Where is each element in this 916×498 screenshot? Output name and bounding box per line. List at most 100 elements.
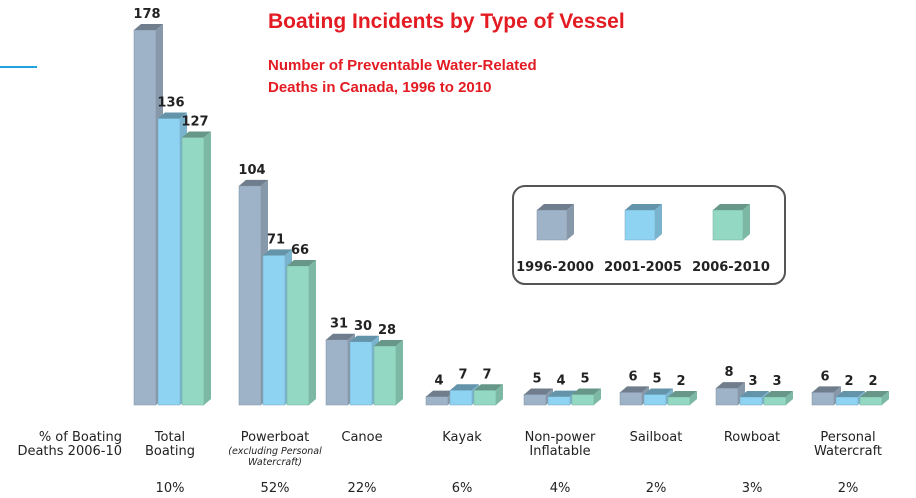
legend-label: 2001-2005 bbox=[604, 260, 682, 275]
bar-top bbox=[326, 333, 355, 340]
bar-top bbox=[474, 384, 503, 391]
bar-side bbox=[743, 204, 750, 240]
bar-top bbox=[182, 131, 211, 138]
bar-side bbox=[496, 384, 503, 405]
bar bbox=[536, 209, 568, 241]
percent-row-label: % of Boating bbox=[39, 430, 122, 445]
bar-top bbox=[263, 249, 292, 256]
bar-top bbox=[713, 204, 750, 210]
bar-top bbox=[860, 391, 889, 397]
bar-top bbox=[426, 390, 455, 397]
data-label: 127 bbox=[181, 114, 208, 129]
bar bbox=[643, 394, 667, 406]
data-label: 5 bbox=[652, 371, 661, 386]
data-label: 2 bbox=[676, 374, 685, 389]
percent-label: 6% bbox=[452, 481, 473, 496]
bar-side bbox=[786, 391, 793, 405]
bar bbox=[373, 345, 397, 406]
x-tick-note: (excluding Personal bbox=[228, 446, 322, 457]
bar bbox=[715, 387, 739, 406]
data-label: 2 bbox=[868, 374, 877, 389]
bar-side bbox=[594, 388, 601, 405]
bar bbox=[262, 255, 286, 406]
bar bbox=[473, 390, 497, 406]
bar bbox=[523, 394, 547, 406]
bar-top bbox=[668, 391, 697, 397]
x-tick-note: Watercraft) bbox=[248, 457, 302, 468]
x-tick-label: Powerboat bbox=[241, 430, 310, 445]
data-label: 71 bbox=[267, 232, 285, 247]
bar-top bbox=[572, 388, 601, 395]
data-label: 136 bbox=[157, 95, 184, 110]
percent-label: 4% bbox=[550, 481, 571, 496]
percent-label: 52% bbox=[261, 481, 290, 496]
chart-title: Boating Incidents by Type of Vessel bbox=[268, 10, 625, 33]
percent-label: 3% bbox=[742, 481, 763, 496]
bar bbox=[547, 396, 571, 406]
data-label: 30 bbox=[354, 319, 372, 334]
bar bbox=[349, 341, 373, 406]
bar-side bbox=[882, 391, 889, 405]
data-label: 3 bbox=[772, 374, 781, 389]
bar bbox=[811, 392, 835, 406]
data-label: 28 bbox=[378, 323, 396, 338]
bar bbox=[712, 209, 744, 241]
bar-side bbox=[690, 391, 697, 405]
data-label: 2 bbox=[844, 374, 853, 389]
bar bbox=[859, 396, 883, 406]
bar-top bbox=[764, 391, 793, 397]
bar-top bbox=[740, 391, 769, 397]
data-label: 4 bbox=[556, 374, 565, 389]
bar-side bbox=[204, 131, 211, 405]
data-label: 5 bbox=[580, 371, 589, 386]
bar bbox=[624, 209, 656, 241]
bar bbox=[571, 394, 595, 406]
bar-top bbox=[537, 204, 574, 210]
bar-top bbox=[374, 340, 403, 347]
bar bbox=[835, 396, 859, 406]
bar bbox=[667, 396, 691, 406]
bar bbox=[286, 265, 310, 406]
x-tick-label: Canoe bbox=[341, 430, 382, 445]
bar-top bbox=[239, 179, 268, 186]
bar bbox=[325, 339, 349, 406]
data-label: 4 bbox=[434, 374, 443, 389]
bar-group bbox=[473, 384, 503, 406]
bar-top bbox=[836, 391, 865, 397]
bar-top bbox=[548, 390, 577, 397]
bar-group bbox=[859, 391, 889, 406]
legend-label: 1996-2000 bbox=[516, 260, 594, 275]
bar-top bbox=[644, 388, 673, 395]
bar-top bbox=[450, 384, 479, 391]
data-label: 5 bbox=[532, 371, 541, 386]
data-label: 31 bbox=[330, 317, 348, 332]
bar-top bbox=[716, 382, 745, 389]
data-label: 7 bbox=[482, 367, 491, 382]
x-tick-label: Watercraft bbox=[814, 444, 882, 459]
x-tick-label: Total bbox=[154, 430, 185, 445]
percent-label: 10% bbox=[156, 481, 185, 496]
data-label: 178 bbox=[133, 7, 160, 22]
legend-label: 2006-2010 bbox=[692, 260, 770, 275]
bar-group bbox=[373, 340, 403, 406]
bar bbox=[449, 390, 473, 406]
bar bbox=[157, 118, 181, 406]
bar-side bbox=[309, 259, 316, 405]
bar bbox=[181, 137, 205, 406]
percent-row-label: Deaths 2006-10 bbox=[17, 444, 122, 459]
legend-swatch bbox=[536, 204, 574, 241]
chart-subtitle: Number of Preventable Water-Related bbox=[268, 57, 537, 74]
bar bbox=[619, 392, 643, 406]
bar-group bbox=[181, 131, 211, 406]
percent-label: 2% bbox=[838, 481, 859, 496]
legend-swatch bbox=[712, 204, 750, 241]
x-tick-label: Boating bbox=[145, 444, 195, 459]
x-tick-label: Rowboat bbox=[724, 430, 780, 445]
bar-group bbox=[286, 259, 316, 406]
bar bbox=[739, 396, 763, 406]
data-label: 8 bbox=[724, 365, 733, 380]
x-tick-label: Personal bbox=[820, 430, 875, 445]
bar-group bbox=[763, 391, 793, 406]
bar bbox=[133, 29, 157, 406]
